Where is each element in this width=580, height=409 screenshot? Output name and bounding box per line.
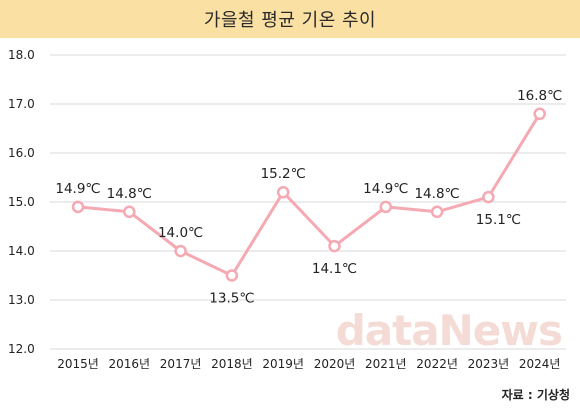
data-point bbox=[174, 244, 187, 258]
data-point bbox=[379, 200, 393, 214]
y-tick-label: 18.0 bbox=[8, 48, 35, 62]
data-label: 14.0℃ bbox=[158, 225, 203, 241]
y-tick-label: 15.0 bbox=[8, 195, 35, 209]
x-tick-label: 2018년 bbox=[211, 357, 253, 371]
data-label: 14.8℃ bbox=[414, 186, 459, 202]
x-tick-label: 2023년 bbox=[468, 357, 510, 371]
x-tick-label: 2022년 bbox=[416, 357, 458, 371]
x-tick-label: 2020년 bbox=[314, 357, 356, 371]
data-point bbox=[71, 200, 85, 214]
data-point bbox=[123, 205, 136, 219]
data-point bbox=[225, 269, 239, 282]
data-label: 14.9℃ bbox=[363, 181, 408, 197]
y-tick-label: 13.0 bbox=[8, 293, 35, 307]
x-tick-label: 2016년 bbox=[109, 357, 151, 371]
x-tick-label: 2015년 bbox=[57, 357, 99, 371]
chart-title-bar: 가을철 평균 기온 추이 bbox=[0, 0, 580, 38]
y-tick-label: 14.0 bbox=[8, 244, 35, 258]
chart-title: 가을철 평균 기온 추이 bbox=[203, 10, 377, 31]
data-label: 14.9℃ bbox=[55, 181, 100, 197]
y-tick-label: 17.0 bbox=[8, 97, 35, 111]
y-tick-label: 16.0 bbox=[8, 146, 35, 160]
y-tick-label: 12.0 bbox=[8, 342, 35, 356]
data-point bbox=[533, 107, 546, 121]
data-label: 13.5℃ bbox=[209, 291, 254, 307]
x-tick-label: 2017년 bbox=[160, 357, 202, 371]
data-point bbox=[328, 239, 341, 253]
data-point bbox=[276, 185, 290, 199]
x-tick-label: 2019년 bbox=[262, 357, 304, 371]
watermark-logo: dataNews bbox=[335, 306, 563, 355]
data-label: 14.1℃ bbox=[312, 261, 357, 277]
data-point bbox=[482, 190, 495, 204]
data-label: 15.1℃ bbox=[476, 212, 521, 228]
data-point bbox=[430, 205, 444, 219]
x-tick-label: 2021년 bbox=[365, 357, 407, 371]
series-line bbox=[77, 113, 541, 277]
data-label: 16.8℃ bbox=[517, 88, 562, 104]
x-tick-label: 2024년 bbox=[519, 357, 561, 371]
data-label: 14.8℃ bbox=[107, 186, 152, 202]
source-note: 자료 : 기상청 bbox=[501, 388, 570, 402]
data-label: 15.2℃ bbox=[261, 166, 306, 182]
